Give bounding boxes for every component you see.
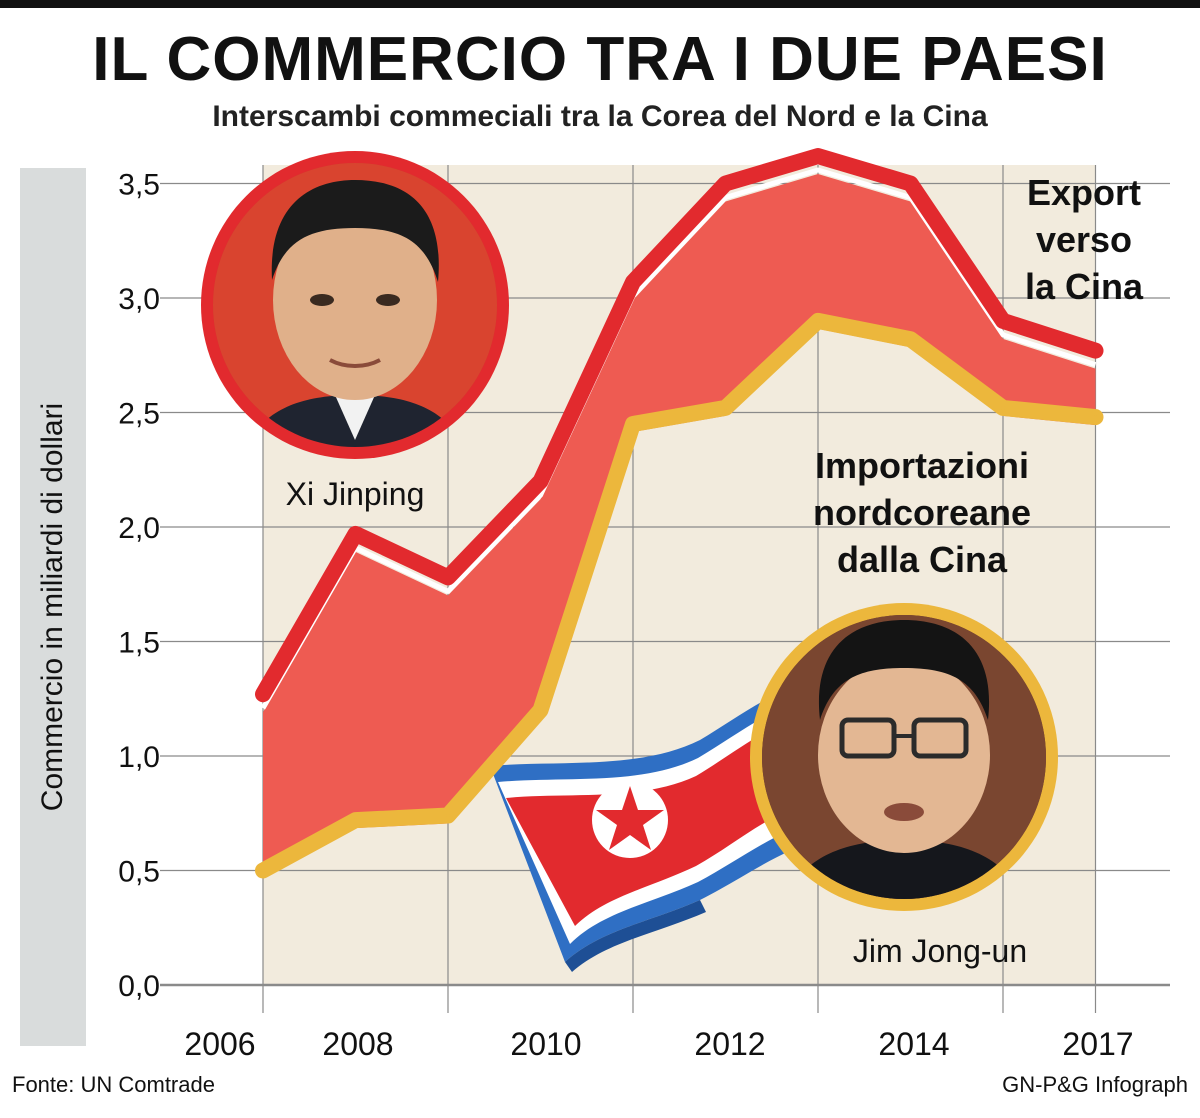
credit-note: GN-P&G Infograph — [1002, 1072, 1188, 1097]
export-label-line-2: verso — [1036, 219, 1132, 260]
export-data-point — [353, 531, 358, 536]
import-data-point — [538, 708, 543, 713]
export-data-point — [908, 181, 913, 186]
import-data-point — [353, 818, 358, 823]
export-data-point — [1093, 348, 1098, 353]
y-tick-label: 3,0 — [118, 283, 160, 316]
export-data-point — [261, 692, 265, 697]
x-tick-label: 2010 — [510, 1026, 581, 1062]
export-data-point — [1001, 318, 1005, 323]
xi-jinping-photo — [201, 151, 509, 459]
export-data-point — [538, 479, 543, 484]
export-data-point — [446, 575, 450, 580]
import-data-point — [1001, 405, 1005, 410]
export-import-gap-area — [263, 174, 1096, 879]
x-tick-label: 2014 — [878, 1026, 949, 1062]
y-axis-label-band — [20, 168, 86, 1046]
y-tick-label: 2,5 — [118, 398, 160, 431]
chart-title: IL COMMERCIO TRA I DUE PAESI — [92, 25, 1108, 94]
import-label-line-2: nordcoreane — [813, 492, 1031, 533]
y-tick-label: 1,0 — [118, 741, 160, 774]
x-tick-label: 2017 — [1062, 1026, 1133, 1062]
import-data-point — [723, 405, 728, 410]
portrait-photo-icon — [213, 163, 497, 447]
x-tick-label: 2012 — [694, 1026, 765, 1062]
export-series-label: Export verso la Cina — [1025, 172, 1144, 307]
import-series-line — [255, 312, 1104, 879]
portrait-photo-icon — [762, 615, 1046, 899]
y-tick-label: 0,0 — [118, 970, 160, 1003]
import-data-point — [261, 868, 265, 873]
import-label-line-3: dalla Cina — [837, 539, 1008, 580]
export-series-line — [255, 148, 1104, 703]
import-series-label: Importazioni nordcoreane dalla Cina — [813, 445, 1031, 580]
import-data-point — [631, 421, 635, 426]
export-data-point — [816, 154, 820, 159]
north-korea-flag-icon — [490, 688, 820, 972]
source-note: Fonte: UN Comtrade — [12, 1072, 215, 1097]
import-data-point — [816, 318, 820, 323]
export-label-line-1: Export — [1027, 172, 1141, 213]
kim-jong-un-caption: Jim Jong-un — [853, 933, 1027, 969]
import-data-point — [908, 337, 913, 342]
export-data-point — [723, 181, 728, 186]
x-tick-label: 2008 — [322, 1026, 393, 1062]
export-label-line-3: la Cina — [1025, 266, 1144, 307]
y-tick-label: 3,5 — [118, 169, 160, 202]
y-tick-label: 1,5 — [118, 627, 160, 660]
top-rule — [0, 0, 1200, 8]
x-tick-label: 2006 — [184, 1026, 255, 1062]
export-data-point — [631, 279, 635, 284]
kim-jong-un-photo — [750, 603, 1058, 911]
xi-jinping-caption: Xi Jinping — [286, 476, 425, 512]
y-tick-label: 2,0 — [118, 512, 160, 545]
y-tick-label: 0,5 — [118, 856, 160, 889]
chart-subtitle: Interscambi commeciali tra la Corea del … — [212, 100, 988, 133]
import-data-point — [1093, 415, 1098, 420]
import-label-line-1: Importazioni — [815, 445, 1029, 486]
import-data-point — [446, 813, 450, 818]
